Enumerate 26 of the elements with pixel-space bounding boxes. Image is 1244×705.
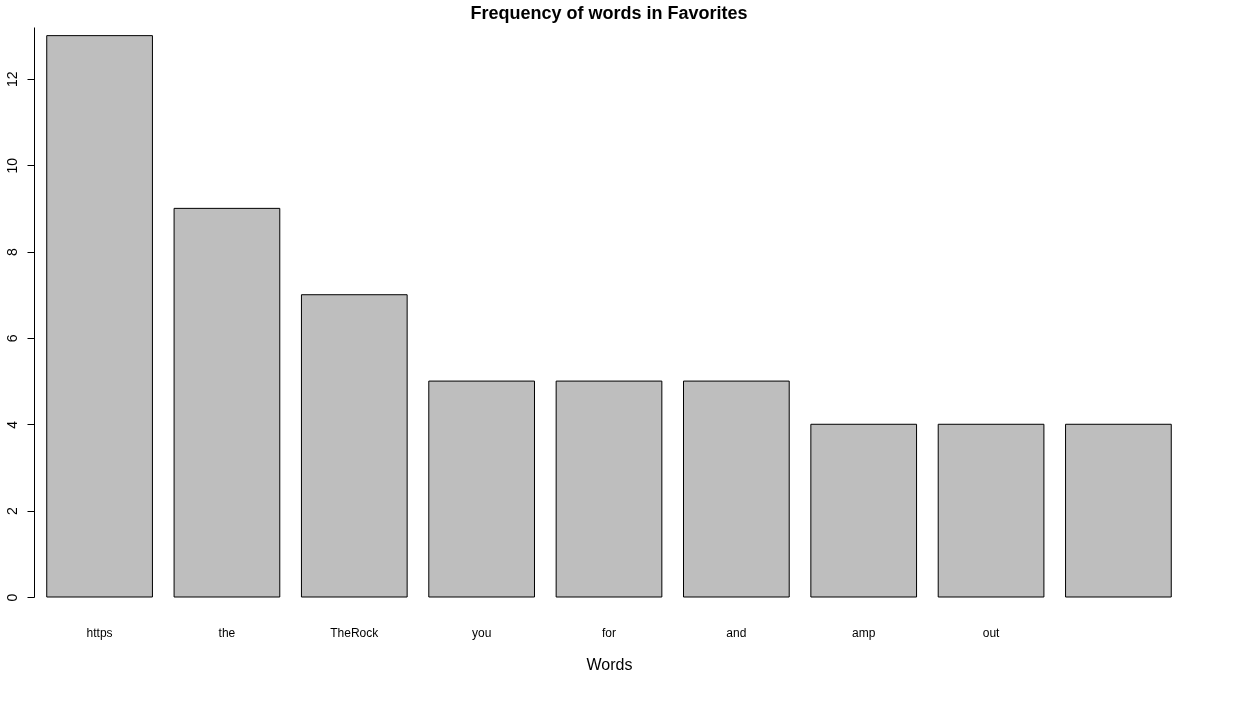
x-tick-label: out bbox=[982, 625, 1001, 640]
bar bbox=[46, 35, 153, 598]
bar bbox=[555, 380, 663, 598]
x-tick-label: TheRock bbox=[330, 625, 380, 640]
x-tick-label: https bbox=[86, 625, 113, 640]
x-tick-label: for bbox=[601, 625, 617, 640]
x-tick-label: you bbox=[471, 625, 492, 640]
x-tick-label: the bbox=[218, 625, 236, 640]
bar bbox=[1065, 423, 1172, 598]
bar bbox=[683, 380, 790, 598]
x-tick-label: and bbox=[726, 625, 747, 640]
x-tick-label: amp bbox=[852, 625, 876, 640]
bar bbox=[937, 423, 1045, 598]
y-tick-label: 2 bbox=[3, 507, 20, 516]
y-tick-label: 12 bbox=[3, 71, 20, 88]
bar bbox=[810, 423, 918, 598]
y-tick-label: 10 bbox=[3, 157, 20, 174]
chart-title: Frequency of words in Favorites bbox=[470, 3, 748, 23]
y-tick-label: 6 bbox=[3, 334, 20, 343]
y-tick-label: 8 bbox=[3, 247, 20, 256]
y-tick-label: 0 bbox=[3, 593, 20, 602]
bar bbox=[428, 380, 535, 598]
bar bbox=[300, 294, 408, 598]
bar bbox=[173, 207, 281, 598]
y-tick-label: 4 bbox=[3, 420, 20, 429]
x-axis-title: Words bbox=[586, 655, 633, 673]
